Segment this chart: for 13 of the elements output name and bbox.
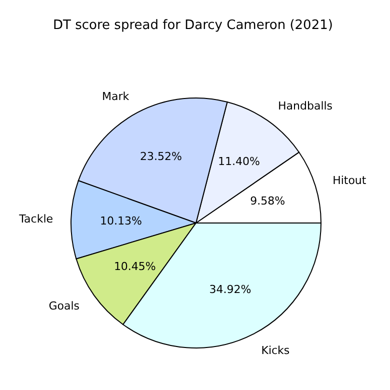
data-label: 34.92% (209, 283, 252, 296)
data-label: 10.13% (100, 214, 142, 228)
slice-label: Kicks (261, 344, 290, 357)
slice-label: Mark (102, 90, 130, 104)
data-label: 23.52% (140, 150, 182, 164)
data-label: 10.45% (114, 260, 156, 274)
data-label: 11.40% (218, 155, 260, 168)
data-label: 9.58% (250, 194, 286, 208)
slice-label: Goals (48, 299, 80, 312)
slice-label: Hitout (332, 174, 367, 188)
chart-title: DT score spread for Darcy Cameron (2021) (52, 18, 334, 33)
slice-label: Tackle (18, 212, 54, 226)
slice-label: Handballs (278, 99, 333, 112)
